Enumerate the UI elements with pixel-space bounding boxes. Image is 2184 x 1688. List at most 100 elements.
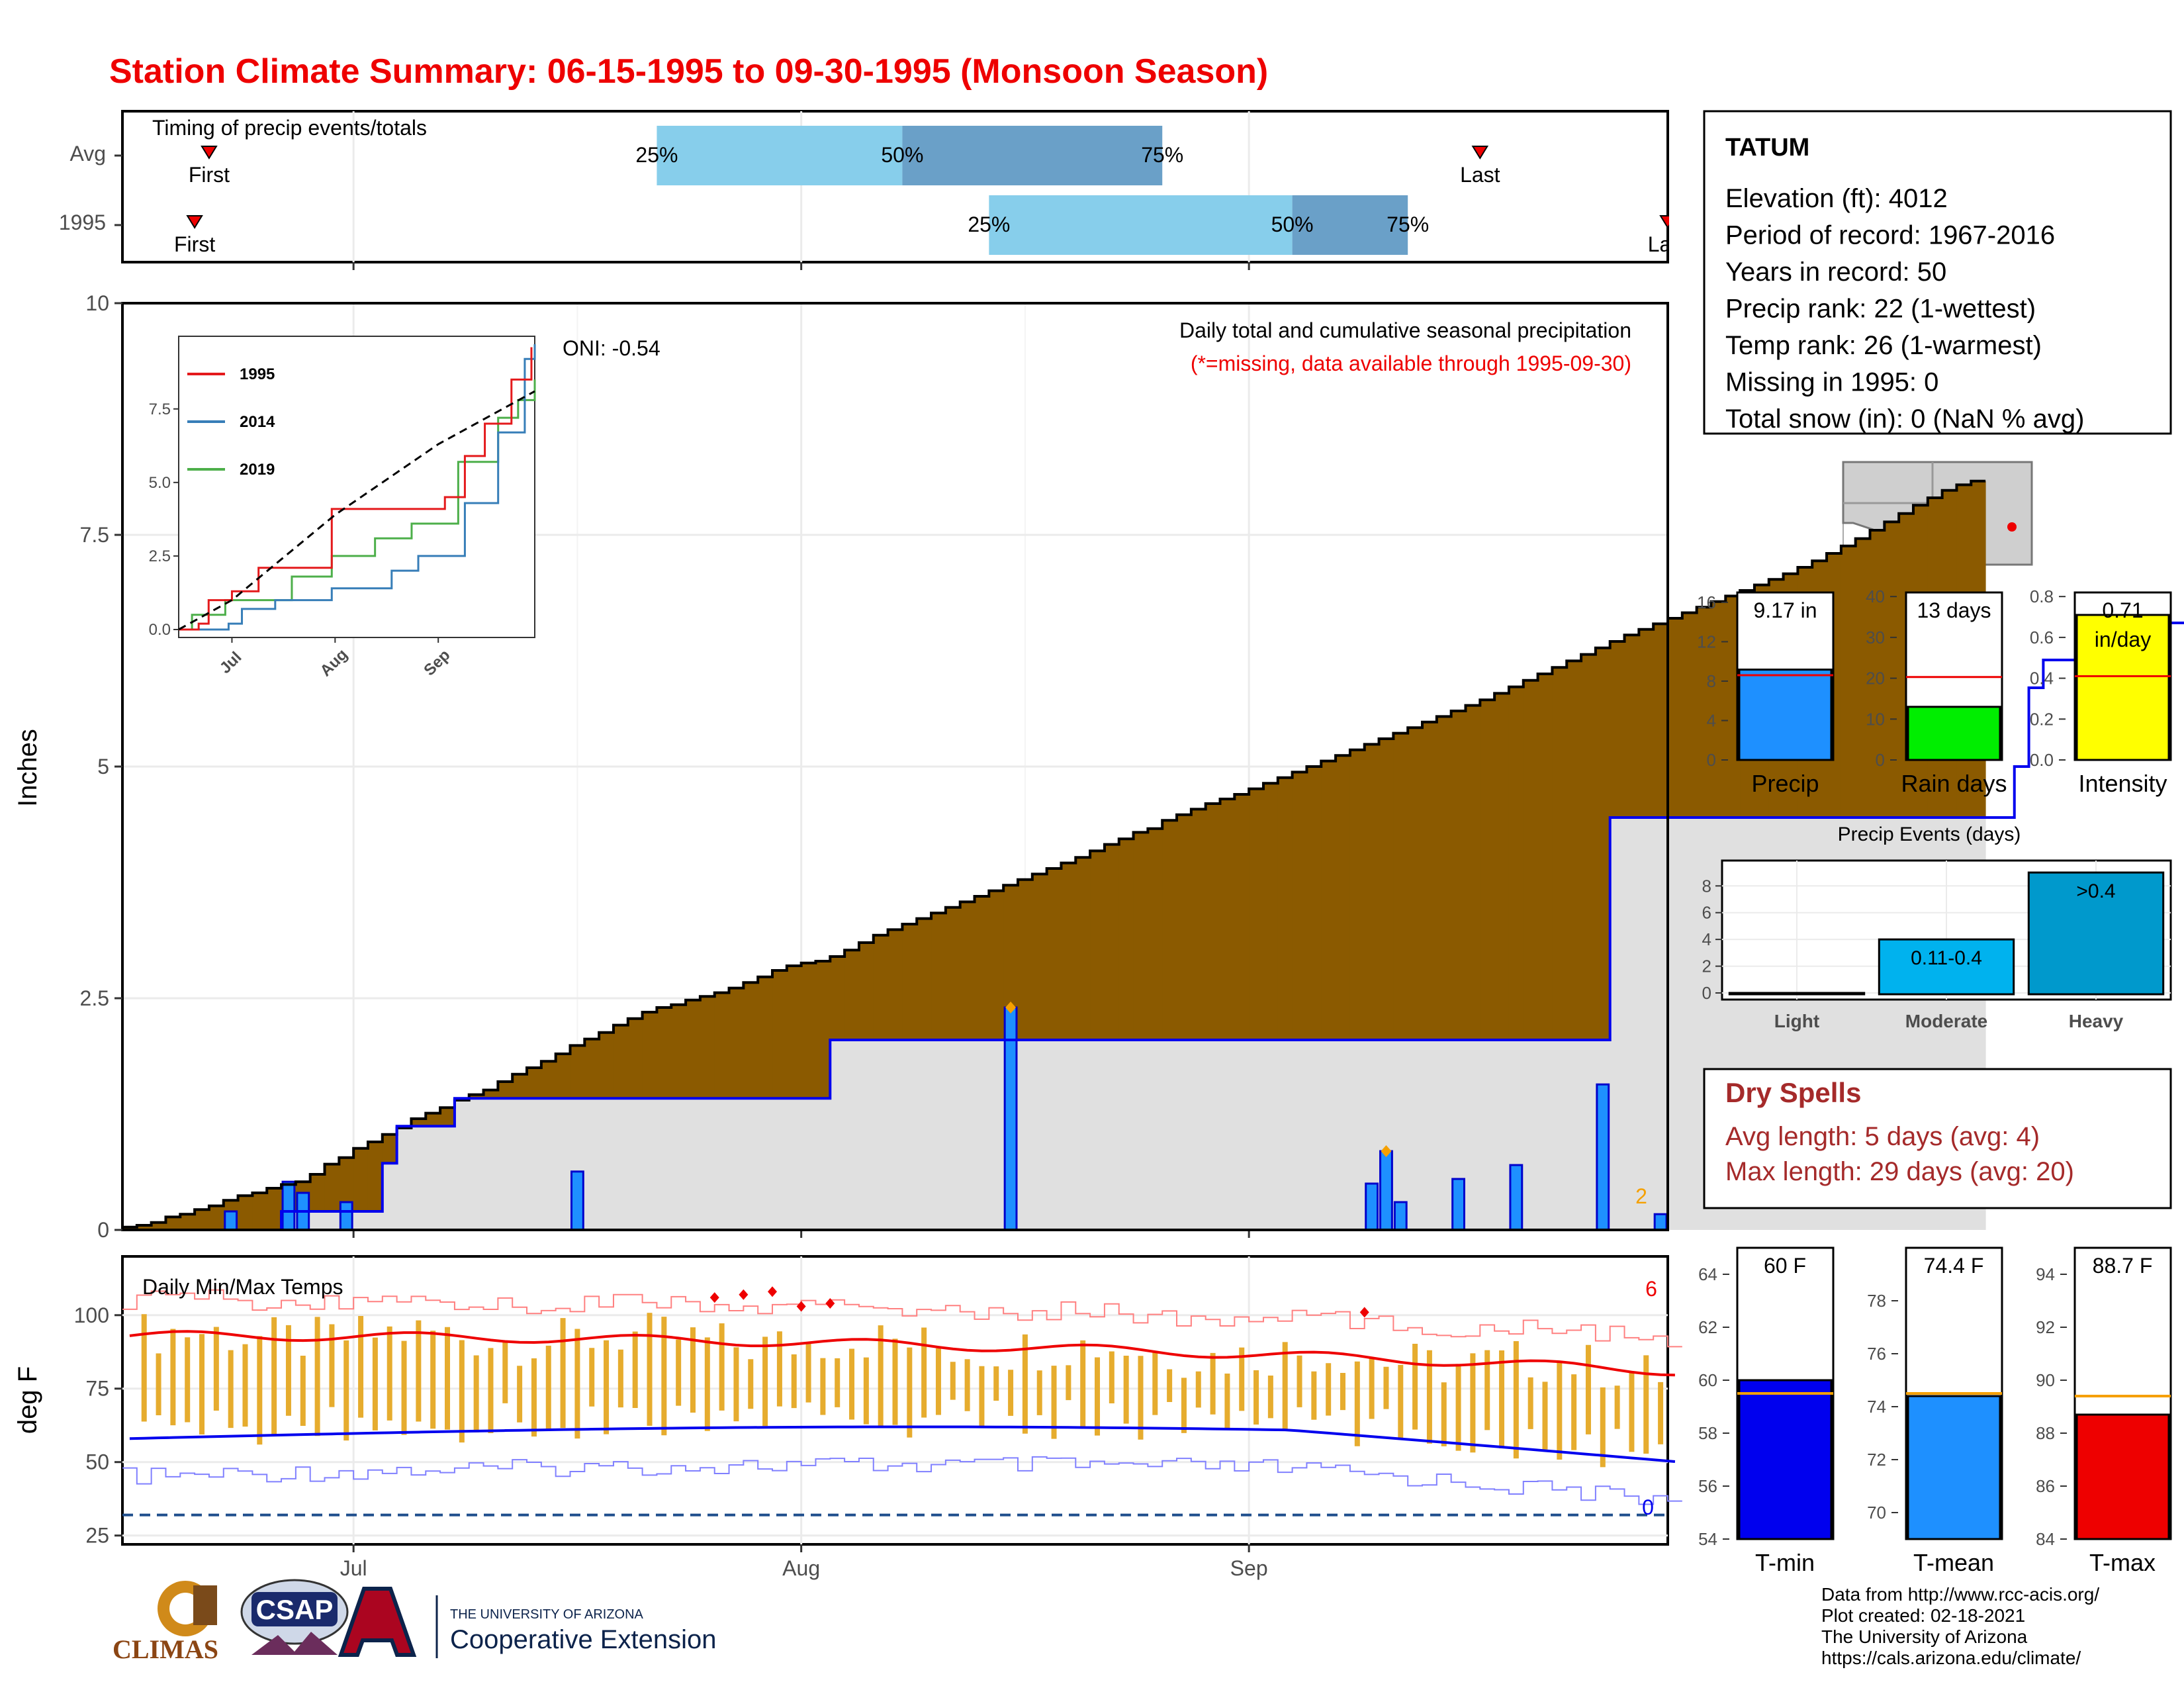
avg-area-step — [1567, 1040, 1582, 1230]
avg-area-step — [613, 1098, 629, 1230]
climas-logo: CLIMAS — [113, 1581, 218, 1664]
events-bar-label: 0.11-0.4 — [1911, 947, 1982, 969]
deficit-area-step — [440, 1107, 455, 1127]
deficit-area-step — [1436, 716, 1452, 1040]
tbar_mean-tick-label: 78 — [1867, 1291, 1886, 1311]
record-high-marker — [825, 1298, 835, 1309]
month-label: Jul — [340, 1556, 367, 1580]
station-info-line: Temp rank: 26 (1-warmest) — [1725, 331, 2042, 360]
flag-marker — [1381, 1145, 1392, 1157]
deficit-area-step — [208, 1205, 224, 1230]
timing-q25-q50-bar — [989, 195, 1293, 255]
deficit-area-step — [858, 943, 874, 1040]
avg-high-line — [129, 1330, 1675, 1377]
deficit-area-step — [1639, 629, 1654, 818]
avg-area-step — [1118, 1040, 1134, 1230]
avg-area-step — [887, 1040, 903, 1230]
avg-area-step — [1263, 1040, 1279, 1230]
bars_precip-tick-label: 16 — [1697, 592, 1716, 612]
deficit-area-step — [1480, 700, 1495, 1040]
avg-area-step — [844, 1040, 860, 1230]
timing-q25-q50-bar — [657, 126, 903, 185]
avg-area-step — [382, 1163, 398, 1230]
deficit-area-step — [1841, 545, 1856, 818]
deficit-area-step — [917, 918, 932, 1040]
bars_raindays-panel: 0 10 20 30 40 Rain days 13 days — [1866, 586, 2007, 797]
events-category-label: Moderate — [1905, 1011, 1987, 1031]
tbar_max-tick-label: 84 — [2036, 1529, 2055, 1549]
avg-area-step — [657, 1098, 672, 1230]
tbar_min-tick-label: 54 — [1698, 1529, 1717, 1549]
inset-legend-label: 2019 — [240, 461, 275, 479]
deficit-area-step — [1104, 844, 1120, 1040]
temp-y-tick-label: 25 — [85, 1524, 109, 1548]
last-event-marker — [1471, 146, 1489, 160]
avg-area-step — [1668, 818, 1683, 1230]
avg-area-step — [1581, 1040, 1596, 1230]
deficit-area-step — [1668, 618, 1683, 818]
avg-area-step — [310, 1211, 326, 1230]
tbar_min-tick-label: 62 — [1698, 1317, 1717, 1337]
avg-area-step — [729, 1098, 744, 1230]
record-low-line — [122, 1456, 1682, 1505]
csap-logo-text: CSAP — [256, 1594, 334, 1625]
avg-area-step — [1624, 818, 1639, 1230]
events-tick-label: 4 — [1702, 929, 1711, 949]
deficit-area-step — [1393, 733, 1408, 1040]
bars_raindays-value-label: 13 days — [1917, 598, 1991, 622]
deficit-area-step — [195, 1209, 210, 1230]
avg-area-step — [1075, 1040, 1091, 1230]
tbar_max-tick-label: 86 — [2036, 1476, 2055, 1496]
timing-quantile-label: 75% — [1387, 212, 1429, 236]
station-info-line: Period of record: 1967-2016 — [1725, 221, 2055, 250]
deficit-area-step — [1567, 661, 1582, 1040]
deficit-area-step — [1364, 744, 1380, 1040]
ua-logo: THE UNIVERSITY OF ARIZONA Cooperative Ex… — [338, 1587, 716, 1658]
timing-quantile-label: 50% — [1271, 212, 1314, 236]
deficit-area-step — [945, 907, 961, 1040]
avg-area-step — [1639, 818, 1654, 1230]
avg-area-step — [772, 1098, 788, 1230]
credits: Data from http://www.rcc-acis.org/Plot c… — [1821, 1584, 2099, 1668]
deficit-area-step — [700, 996, 715, 1099]
deficit-area-step — [584, 1039, 600, 1099]
deficit-area-step — [989, 890, 1004, 1040]
main-caption-missing: (*=missing, data available through 1995-… — [1191, 352, 1631, 375]
daily-precip-bar — [339, 1201, 353, 1231]
avg-area-step — [1061, 1040, 1076, 1230]
station-info-line: Years in record: 50 — [1725, 258, 1946, 287]
deficit-area-step — [1408, 727, 1423, 1040]
deficit-area-step — [1855, 538, 1871, 818]
deficit-area-step — [1306, 767, 1322, 1040]
deficit-area-step — [686, 1000, 701, 1099]
station-info-line: Total snow (in): 0 (NaN % avg) — [1725, 404, 2084, 434]
tbar_mean-tick-label: 74 — [1867, 1397, 1886, 1417]
deficit-area-step — [1075, 857, 1091, 1040]
deficit-area-step — [238, 1196, 253, 1230]
daily-precip-bar — [281, 1180, 296, 1231]
deficit-area-step — [1191, 809, 1206, 1040]
deficit-area-step — [1581, 654, 1596, 1040]
timing-q50-q75-bar — [1292, 195, 1408, 255]
bars_intensity-value-label: 0.71 — [2102, 598, 2143, 622]
avg-area-step — [324, 1211, 340, 1230]
timing-panel: Timing of precip events/totals Avg 1995 … — [59, 110, 1702, 270]
avg-area-step — [469, 1098, 484, 1230]
avg-area-step — [743, 1098, 758, 1230]
dry-spells-max: Max length: 29 days (avg: 20) — [1725, 1157, 2074, 1186]
credit-line: Data from http://www.rcc-acis.org/ — [1821, 1584, 2099, 1605]
avg-area-step — [1408, 1040, 1423, 1230]
avg-area-step — [1205, 1040, 1221, 1230]
deficit-area-step — [555, 1054, 570, 1099]
timing-row-avg: Avg — [69, 142, 106, 165]
tbar_min-tick-label: 58 — [1698, 1423, 1717, 1443]
deficit-area-step — [960, 902, 976, 1040]
csap-logo: CSAP — [240, 1579, 349, 1655]
daily-precip-bar — [1653, 1213, 1668, 1231]
inset-series-2014 — [179, 344, 536, 631]
deficit-area-step — [1552, 667, 1567, 1040]
avg-low-line — [129, 1425, 1676, 1463]
avg-area-step — [1436, 1040, 1452, 1230]
inset-series-1995 — [179, 347, 533, 631]
credit-line: https://cals.arizona.edu/climate/ — [1821, 1648, 2081, 1668]
